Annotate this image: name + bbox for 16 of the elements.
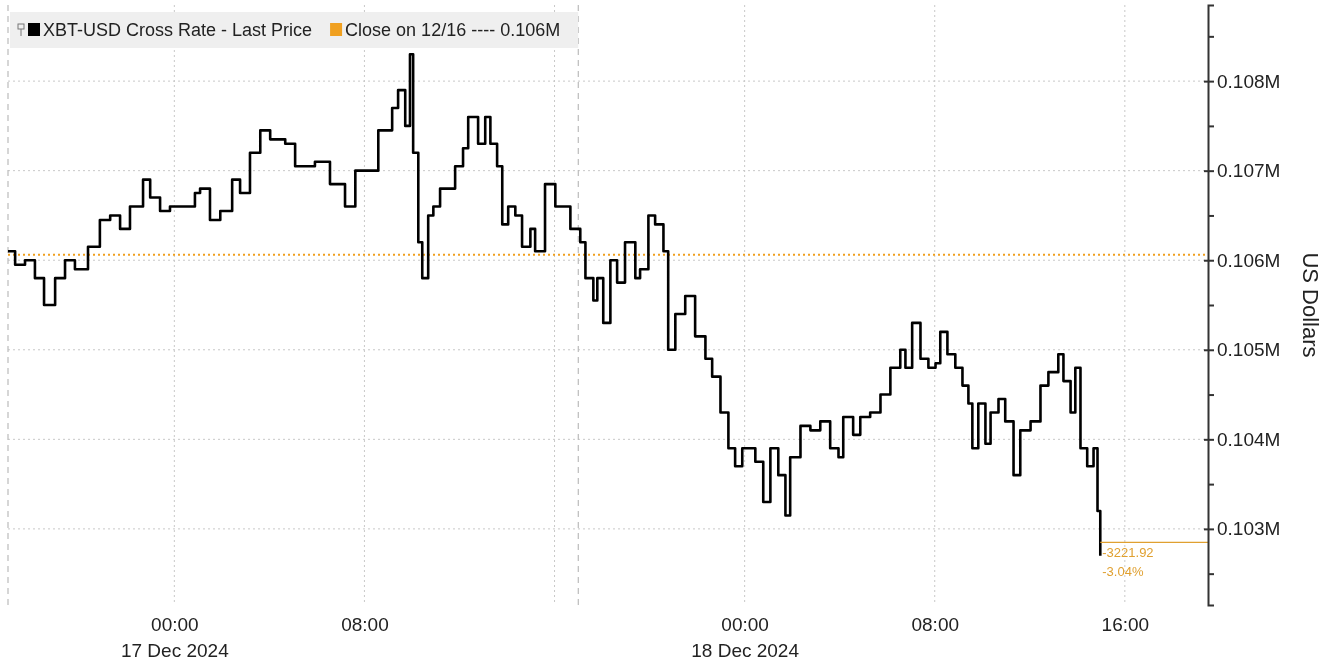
y-tick-label: 0.107M xyxy=(1217,160,1281,182)
y-tick-label: 0.104M xyxy=(1217,428,1281,450)
y-tick-label: 0.106M xyxy=(1217,249,1281,271)
annotation: -3.04% xyxy=(1102,564,1144,580)
legend-label: XBT-USD Cross Rate - Last Price xyxy=(43,20,313,40)
y-tick-label: 0.105M xyxy=(1217,339,1281,361)
y-axis-title: US Dollars xyxy=(1298,252,1323,358)
x-tick-label: 00:00 18 Dec 2024 xyxy=(691,614,800,661)
x-tick-label: 08:00 xyxy=(341,614,389,635)
x-tick-label: 08:00 xyxy=(911,614,960,635)
y-tick-label: 0.103M xyxy=(1217,518,1281,540)
x-tick-label: 16:00 xyxy=(1101,614,1150,635)
x-tick-label: 00:00 17 Dec 2024 xyxy=(120,614,230,661)
legend-label: Close on 12/16 ---- 0.106M xyxy=(345,20,561,40)
y-tick-label: 0.108M xyxy=(1217,70,1281,92)
annotation: -3221.92 xyxy=(1102,545,1154,561)
